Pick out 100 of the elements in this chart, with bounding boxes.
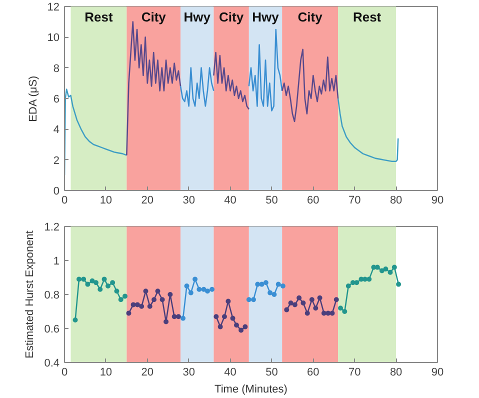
- point: [321, 310, 326, 316]
- point: [176, 314, 181, 320]
- point: [388, 270, 393, 275]
- x-tick-label: 90: [431, 194, 444, 206]
- x-axis-title: Time (Minutes): [214, 384, 288, 396]
- x-tick-label: 50: [266, 194, 278, 206]
- point: [263, 280, 268, 286]
- point: [122, 294, 128, 299]
- point: [276, 282, 281, 287]
- point: [292, 302, 298, 308]
- point: [118, 297, 124, 302]
- point: [234, 322, 239, 328]
- point: [180, 316, 186, 321]
- point: [72, 318, 78, 322]
- band-label: Rest: [352, 9, 382, 24]
- point: [106, 284, 111, 288]
- point: [255, 282, 260, 287]
- point: [90, 278, 95, 284]
- y-tick-label: 0: [53, 186, 60, 198]
- point: [164, 319, 169, 324]
- point: [396, 282, 402, 287]
- y-tick-label: 6: [53, 94, 60, 106]
- point: [152, 297, 157, 302]
- x-tick-label: 60: [307, 366, 320, 378]
- point: [114, 288, 120, 294]
- x-tick-label: 50: [266, 366, 278, 378]
- point: [81, 276, 86, 282]
- point: [226, 298, 231, 304]
- point: [309, 297, 314, 302]
- point: [85, 282, 90, 287]
- x-tick-label: 20: [141, 194, 154, 206]
- point: [188, 290, 194, 296]
- point: [147, 304, 152, 309]
- point: [317, 295, 322, 300]
- x-tick-label: 70: [348, 194, 361, 206]
- x-tick-label: 40: [224, 194, 236, 206]
- line-series: [337, 98, 399, 162]
- line-series: [281, 48, 339, 122]
- band-label: City: [298, 9, 324, 24]
- point: [139, 304, 144, 309]
- point: [346, 284, 351, 288]
- point: [334, 297, 339, 302]
- y-axis-title: Estimated Hurst Exponent: [24, 230, 36, 358]
- point: [272, 292, 277, 297]
- x-tick-label: 90: [431, 366, 444, 378]
- point: [330, 310, 335, 316]
- point: [134, 302, 140, 308]
- band-label: Hwy: [184, 9, 212, 24]
- x-tick-label: 0: [61, 366, 68, 378]
- point: [192, 276, 198, 282]
- line-series: [180, 67, 214, 107]
- point: [379, 268, 384, 274]
- x-tick-label: 10: [100, 366, 112, 378]
- point: [214, 314, 219, 320]
- x-tick-label: 30: [182, 194, 195, 206]
- point: [218, 324, 223, 330]
- point: [110, 280, 116, 286]
- x-tick-label: 70: [348, 366, 361, 378]
- point: [383, 266, 388, 272]
- point: [366, 276, 372, 282]
- point: [238, 328, 244, 333]
- x-tick-label: 80: [390, 194, 402, 206]
- point: [210, 286, 215, 292]
- point: [168, 292, 173, 297]
- point: [288, 300, 294, 306]
- point: [342, 309, 348, 314]
- point: [313, 306, 318, 311]
- point: [259, 282, 264, 287]
- point: [304, 310, 310, 316]
- point: [392, 264, 397, 270]
- point: [338, 306, 344, 311]
- y-tick-label: 0.4: [44, 358, 60, 370]
- x-tick-label: 10: [100, 194, 112, 206]
- point: [155, 288, 160, 294]
- point: [184, 284, 190, 288]
- line-series: [248, 28, 283, 112]
- point: [126, 310, 132, 316]
- point: [354, 280, 360, 286]
- y-tick-label: 1: [53, 256, 60, 268]
- band-label: Hwy: [252, 9, 280, 24]
- point: [98, 286, 103, 292]
- x-tick-label: 40: [224, 366, 236, 378]
- y-tick-label: 0.6: [44, 324, 60, 336]
- point: [326, 310, 331, 316]
- y-tick-label: 10: [47, 32, 60, 44]
- point: [230, 316, 236, 321]
- point: [284, 307, 290, 312]
- point: [296, 295, 302, 300]
- band-label: Rest: [84, 9, 114, 24]
- y-tick-label: 1.2: [44, 222, 60, 234]
- point: [201, 286, 206, 292]
- y-tick-label: 4: [53, 124, 60, 136]
- point: [143, 288, 148, 294]
- line-series: [213, 52, 250, 110]
- point: [242, 324, 248, 330]
- point: [222, 314, 227, 320]
- point: [268, 290, 273, 296]
- point: [246, 297, 252, 302]
- point: [280, 284, 286, 288]
- point: [76, 276, 82, 282]
